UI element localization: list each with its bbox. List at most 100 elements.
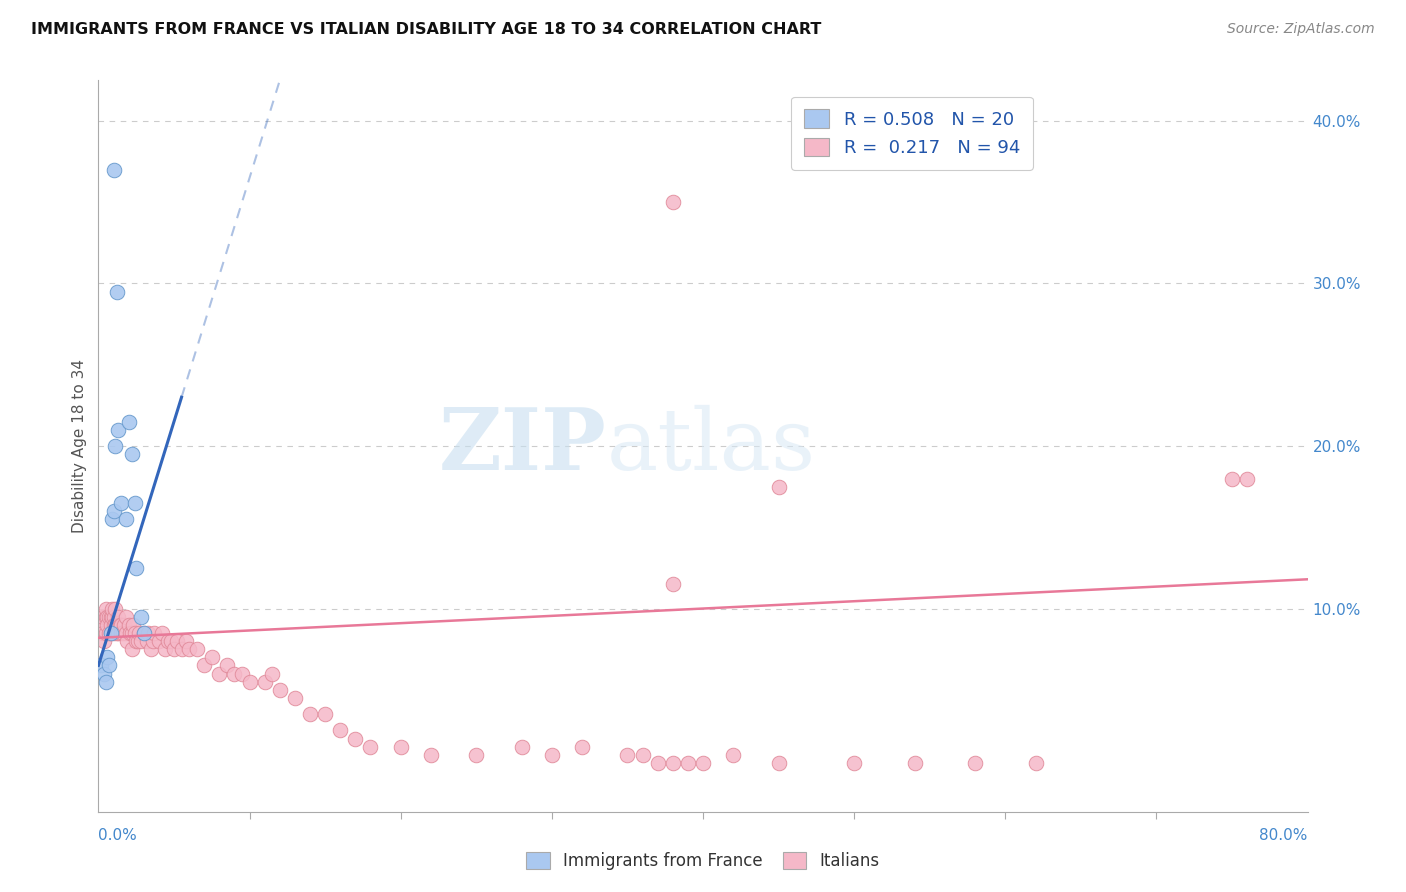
Point: [118, 617, 141, 632]
Point: [262, 666, 284, 681]
Point: [201, 650, 224, 665]
Point: [616, 747, 638, 762]
Point: [107, 609, 129, 624]
Point: [121, 642, 143, 657]
Point: [103, 609, 125, 624]
Point: [129, 634, 152, 648]
Point: [114, 626, 136, 640]
Point: [179, 642, 201, 657]
Point: [163, 642, 186, 657]
Point: [94, 674, 117, 689]
Point: [1236, 471, 1258, 485]
Point: [101, 601, 124, 615]
Point: [124, 496, 146, 510]
Point: [127, 634, 149, 648]
Point: [104, 439, 127, 453]
Point: [118, 415, 141, 429]
Point: [166, 634, 188, 648]
Legend: Immigrants from France, Italians: Immigrants from France, Italians: [520, 845, 886, 877]
Point: [121, 447, 143, 461]
Point: [465, 747, 488, 762]
Point: [153, 642, 176, 657]
Point: [132, 626, 155, 640]
Text: ZIP: ZIP: [439, 404, 606, 488]
Point: [107, 626, 129, 640]
Point: [676, 756, 699, 770]
Point: [120, 626, 142, 640]
Point: [215, 658, 238, 673]
Point: [105, 617, 128, 632]
Point: [101, 609, 124, 624]
Point: [661, 756, 683, 770]
Point: [129, 609, 152, 624]
Point: [571, 739, 593, 754]
Point: [98, 658, 121, 673]
Point: [239, 674, 262, 689]
Point: [844, 756, 866, 770]
Point: [768, 756, 790, 770]
Point: [100, 617, 122, 632]
Point: [105, 285, 128, 299]
Y-axis label: Disability Age 18 to 34: Disability Age 18 to 34: [72, 359, 87, 533]
Point: [93, 666, 115, 681]
Point: [141, 642, 163, 657]
Point: [96, 609, 118, 624]
Point: [114, 609, 136, 624]
Point: [98, 626, 121, 640]
Point: [389, 739, 412, 754]
Point: [208, 666, 231, 681]
Point: [253, 674, 276, 689]
Point: [114, 512, 136, 526]
Point: [103, 504, 125, 518]
Point: [101, 512, 124, 526]
Point: [110, 617, 132, 632]
Point: [692, 756, 714, 770]
Point: [125, 561, 148, 575]
Point: [98, 609, 121, 624]
Point: [360, 739, 382, 754]
Point: [224, 666, 246, 681]
Point: [965, 756, 987, 770]
Point: [420, 747, 443, 762]
Point: [107, 423, 129, 437]
Legend: R = 0.508   N = 20, R =  0.217   N = 94: R = 0.508 N = 20, R = 0.217 N = 94: [792, 96, 1032, 169]
Text: 80.0%: 80.0%: [1260, 828, 1308, 843]
Text: Source: ZipAtlas.com: Source: ZipAtlas.com: [1227, 22, 1375, 37]
Point: [136, 626, 159, 640]
Point: [160, 634, 183, 648]
Point: [94, 626, 117, 640]
Point: [768, 480, 790, 494]
Point: [540, 747, 562, 762]
Point: [231, 666, 253, 681]
Point: [111, 626, 134, 640]
Point: [103, 617, 125, 632]
Point: [269, 682, 291, 697]
Point: [103, 626, 125, 640]
Point: [314, 707, 336, 722]
Point: [299, 707, 322, 722]
Point: [1024, 756, 1046, 770]
Point: [96, 617, 118, 632]
Point: [122, 617, 145, 632]
Point: [100, 626, 122, 640]
Point: [115, 634, 138, 648]
Point: [104, 601, 127, 615]
Point: [108, 617, 131, 632]
Point: [135, 634, 157, 648]
Point: [94, 601, 117, 615]
Point: [94, 609, 117, 624]
Point: [329, 723, 352, 738]
Point: [90, 658, 112, 673]
Point: [93, 634, 115, 648]
Point: [661, 577, 683, 591]
Point: [156, 634, 179, 648]
Point: [186, 642, 208, 657]
Point: [150, 626, 173, 640]
Point: [100, 626, 122, 640]
Point: [723, 747, 745, 762]
Point: [96, 650, 118, 665]
Point: [661, 195, 683, 210]
Point: [1220, 471, 1243, 485]
Point: [142, 634, 165, 648]
Point: [647, 756, 669, 770]
